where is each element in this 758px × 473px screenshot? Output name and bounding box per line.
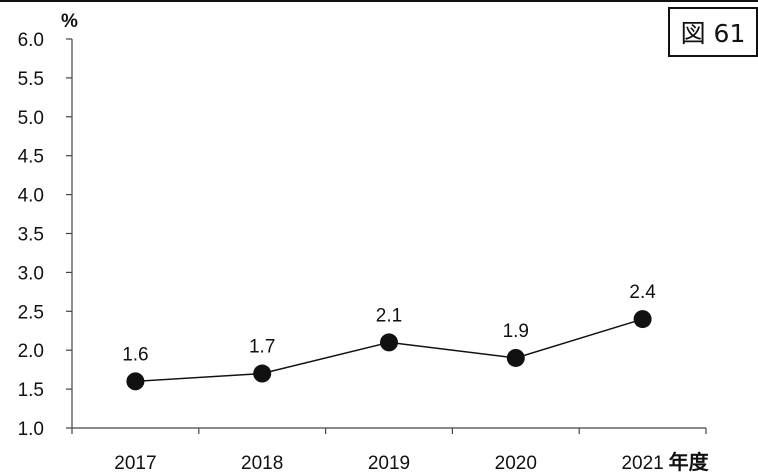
data-point	[380, 333, 398, 352]
series-layer: 1.6 1.7 2.1 1.9 2.4	[122, 282, 656, 391]
x-tick-label: 2019	[368, 453, 410, 473]
y-unit-label: %	[61, 11, 78, 32]
data-label: 2.1	[376, 305, 402, 326]
y-tick-label: 1.0	[18, 419, 44, 440]
x-axis: 2017 2018 2019 2020 2021 年度	[71, 427, 710, 473]
data-label: 1.6	[122, 344, 148, 365]
x-tick-label: 2021	[621, 453, 663, 473]
figure-label-frame	[668, 7, 758, 57]
y-axis: 1.0 1.5 2.0 2.5 3.0 3.5 4.0 4.5 5.0 5.5 6.0	[18, 30, 73, 440]
x-tick-label: 2018	[241, 453, 283, 473]
x-unit-label: 年度	[669, 450, 710, 473]
x-tick-label: 2017	[114, 453, 156, 473]
y-tick-label: 4.5	[18, 147, 44, 168]
data-point	[633, 310, 652, 329]
y-tick-label: 2.5	[18, 302, 44, 323]
x-tick-label: 2020	[495, 453, 537, 473]
figure-label: 図 61	[681, 19, 746, 48]
data-point	[506, 348, 525, 367]
data-point	[253, 364, 272, 383]
y-tick-label: 3.0	[18, 263, 44, 284]
y-tick-label: 5.0	[18, 108, 44, 129]
y-tick-label: 2.0	[18, 341, 44, 362]
y-tick-label: 3.5	[18, 225, 44, 246]
y-tick-label: 1.5	[18, 380, 44, 401]
figure-label-box: 図 61	[668, 7, 758, 57]
data-label: 1.7	[249, 337, 275, 358]
y-tick-label: 5.5	[18, 69, 44, 90]
y-tick-label: 6.0	[18, 30, 44, 51]
data-point	[126, 372, 145, 391]
data-label: 2.4	[629, 282, 656, 303]
data-label: 1.9	[503, 321, 529, 342]
y-tick-label: 4.0	[18, 186, 44, 207]
